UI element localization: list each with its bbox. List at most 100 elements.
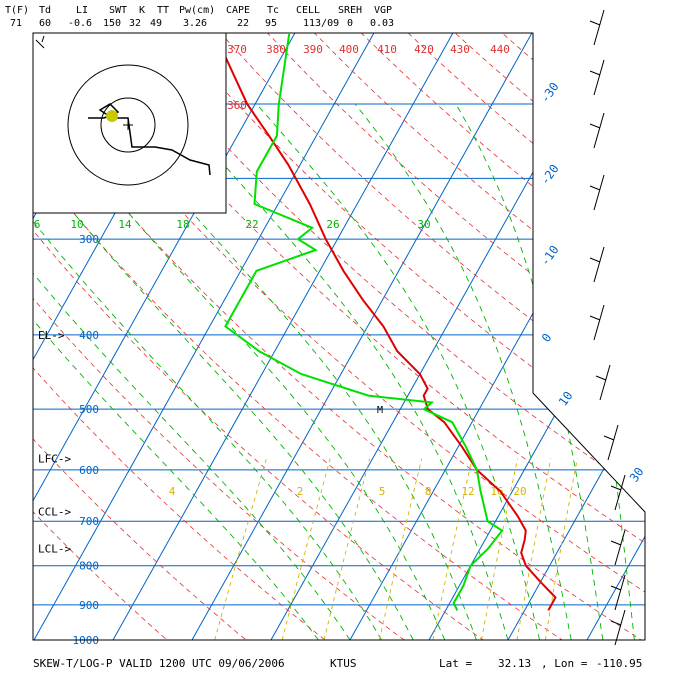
header-value: 60 <box>39 18 52 29</box>
temperature-trace <box>168 33 557 611</box>
header-label: VGP <box>374 5 393 16</box>
moist-adiabat-line <box>33 103 319 640</box>
mixing-ratio-line <box>432 458 473 640</box>
dry-adiabat-line <box>33 33 587 640</box>
mixing-ratio-label: 12 <box>461 485 474 498</box>
dry-adiabat-line <box>502 33 645 640</box>
footer-station: KTUS <box>330 657 357 670</box>
wind-barb-flag <box>610 585 622 591</box>
moist-adiabat-line <box>170 103 509 640</box>
wind-barb-flag <box>589 20 601 26</box>
dry-adiabat-line <box>33 33 187 640</box>
wind-barb-flag <box>610 620 622 626</box>
hodograph-corner-tick <box>35 35 45 49</box>
mixing-ratio-line <box>214 458 267 640</box>
mixing-ratio-line <box>544 458 578 640</box>
wind-barb-flag <box>589 70 601 76</box>
header-label: T(F) <box>5 5 30 16</box>
dewpoint-trace <box>224 33 504 611</box>
marker-m-label: M <box>377 405 383 416</box>
hodograph-center-cross <box>123 120 133 130</box>
moist-adiabat-label: 10 <box>70 218 83 231</box>
dry-adiabat-line <box>33 33 645 640</box>
mixing-ratio-label: 2 <box>297 485 304 498</box>
header-value: -0.6 <box>68 18 93 29</box>
moist-adiabat-label: 30 <box>417 218 430 231</box>
hodograph-inset <box>32 32 227 214</box>
isotherm-line <box>33 33 385 640</box>
isobar-label: 800 <box>79 560 99 573</box>
dry-adiabat-line <box>215 33 645 640</box>
isobar-label: 400 <box>79 329 99 342</box>
header-value: 150 <box>103 18 122 29</box>
hodograph-ring-outer <box>67 64 189 186</box>
wind-barb-staff <box>593 304 605 341</box>
mixing-ratio-label: 5 <box>379 485 386 498</box>
dry-adiabat-line <box>338 33 645 640</box>
isotherm-line <box>33 33 464 640</box>
footer-lat-label: Lat = <box>439 657 473 670</box>
mixing-ratio-line <box>323 458 371 640</box>
wind-barb-staff <box>614 609 626 646</box>
header-value: 49 <box>150 18 163 29</box>
theta-label: 360 <box>227 99 247 112</box>
moist-adiabat-line <box>99 103 477 640</box>
header-value: 22 <box>237 18 250 29</box>
isotherm-label: 30 <box>627 465 647 485</box>
moist-adiabat-line <box>543 103 635 640</box>
moist-adiabat-line <box>455 103 604 640</box>
isobar-label: 600 <box>79 464 99 477</box>
header-label: LI <box>76 5 89 16</box>
mixing-ratio-line <box>481 458 518 640</box>
wind-barb-flag <box>589 257 601 263</box>
isobar-label: 700 <box>79 515 99 528</box>
isotherm-line <box>261 33 645 640</box>
moist-adiabat-line <box>33 103 351 640</box>
theta-label: 430 <box>450 43 470 56</box>
mixing-ratio-label: 16 <box>490 485 503 498</box>
isotherm-line <box>498 33 645 640</box>
isotherm-label: -30 <box>538 80 562 106</box>
theta-label: 400 <box>339 43 359 56</box>
mixing-ratio-line <box>516 458 552 640</box>
isotherm-line <box>577 33 645 640</box>
mixing-ratio-line <box>281 458 331 640</box>
mixing-ratio-label: 4 <box>169 485 176 498</box>
isotherm-label: -10 <box>538 243 562 269</box>
dry-adiabat-line <box>52 33 645 640</box>
header-label: CAPE <box>226 5 251 16</box>
dry-adiabat-line <box>379 33 645 640</box>
dry-adiabat-line <box>134 33 645 640</box>
wind-barb-flag <box>610 540 622 546</box>
dry-adiabat-line <box>297 33 645 640</box>
level-marker-label: LFC-> <box>38 453 71 466</box>
wind-barb-staff <box>593 112 605 149</box>
footer-lon: -110.95 <box>596 657 643 670</box>
theta-label: 370 <box>227 43 247 56</box>
wind-barb-staff <box>593 59 605 96</box>
wind-barb-flag <box>603 435 615 441</box>
mixing-ratio-label: 20 <box>513 485 526 498</box>
level-marker-label: CCL-> <box>38 506 71 519</box>
moist-adiabat-label: 26 <box>326 218 339 231</box>
wind-barb-flag <box>610 485 622 491</box>
storm-motion-marker <box>106 110 118 122</box>
header-value: 113/09 <box>303 18 340 29</box>
header-label: K <box>139 5 146 16</box>
level-marker-label: EL-> <box>38 329 65 342</box>
header-label: TT <box>157 5 170 16</box>
footer-lat: 32.13 <box>498 657 532 670</box>
header-label: Tc <box>267 5 280 16</box>
isotherm-line <box>340 33 645 640</box>
footer-lon-label: , Lon = <box>541 657 588 670</box>
isotherm-line <box>103 33 543 640</box>
hodograph-frame <box>32 32 227 214</box>
isobar-label: 300 <box>79 233 99 246</box>
moist-adiabat-label: 22 <box>245 218 258 231</box>
wind-barb-staff <box>599 364 611 401</box>
header-value: 0 <box>347 18 354 29</box>
wind-barb-staff <box>614 529 626 566</box>
moist-adiabat-line <box>354 103 572 640</box>
